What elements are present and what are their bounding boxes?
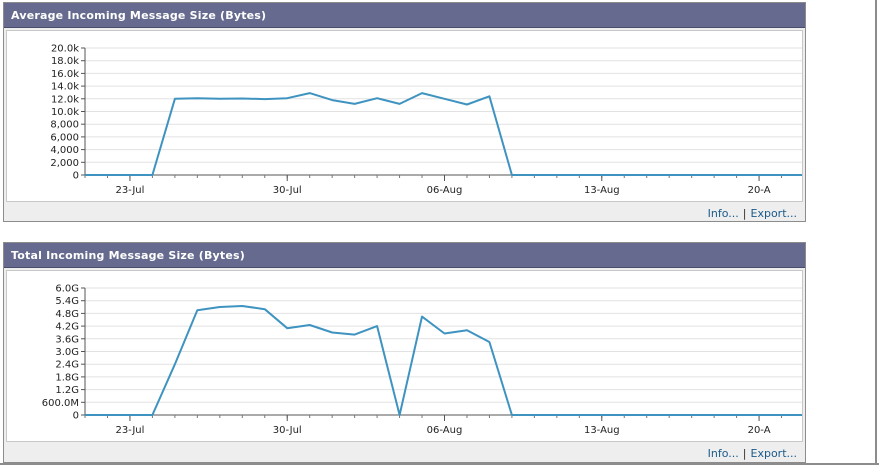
y-tick-label: 1.2G xyxy=(55,385,79,396)
panel-title: Total Incoming Message Size (Bytes) xyxy=(4,243,805,268)
y-tick-label: 4.8G xyxy=(55,309,79,320)
y-tick-label: 16.0k xyxy=(51,69,79,80)
x-tick-label: 06-Aug xyxy=(427,425,463,436)
window-right-border xyxy=(875,0,877,465)
y-tick-label: 10.0k xyxy=(51,107,79,118)
series-line xyxy=(85,305,802,416)
chart-links: Info... | Export... xyxy=(708,207,797,220)
export-link[interactable]: Export... xyxy=(750,207,798,220)
series-line xyxy=(85,92,802,176)
x-tick-label: 30-Jul xyxy=(273,425,302,436)
y-tick-label: 8,000 xyxy=(50,120,79,131)
y-tick-label: 1.8G xyxy=(55,372,79,383)
y-tick-label: 5.4G xyxy=(55,296,79,307)
y-tick-label: 14.0k xyxy=(51,82,79,93)
y-tick-label: 18.0k xyxy=(51,56,79,67)
x-tick-label: 06-Aug xyxy=(427,185,463,196)
y-tick-label: 4,000 xyxy=(50,145,79,156)
avg-message-size-panel: Average Incoming Message Size (Bytes) 0 2… xyxy=(3,2,806,222)
y-tick-label: 600.0M xyxy=(42,398,79,409)
y-tick-label: 0 xyxy=(73,171,79,182)
x-tick-label: 20-A xyxy=(748,185,771,196)
chart-svg: 0 600.0M 1.2G 1.8G2.4G 3.0G 3.6G4.2G 4.8G 5.4G6… xyxy=(42,284,802,436)
chart-links: Info... | Export... xyxy=(708,447,797,460)
y-tick-label: 6,000 xyxy=(50,132,79,143)
panel-title: Average Incoming Message Size (Bytes) xyxy=(4,3,805,28)
x-tick-label: 30-Jul xyxy=(273,185,302,196)
y-tick-label: 0 xyxy=(73,411,79,422)
y-tick-label: 20.0k xyxy=(51,44,79,55)
x-tick-label: 23-Jul xyxy=(115,185,144,196)
y-tick-label: 3.6G xyxy=(55,334,79,345)
total-message-size-chart: 0 600.0M 1.2G 1.8G 2.4G 3.0G 3.6G 4.2G 4.8G 5.4G 6… xyxy=(6,270,803,442)
link-separator: | xyxy=(742,447,747,460)
y-tick-label: 2,000 xyxy=(50,158,79,169)
x-tick-label: 13-Aug xyxy=(584,185,620,196)
link-separator: | xyxy=(742,207,747,220)
x-tick-label: 20-A xyxy=(748,425,771,436)
y-tick-label: 12.0k xyxy=(51,94,79,105)
y-tick-label: 3.0G xyxy=(55,347,79,358)
total-message-size-panel: Total Incoming Message Size (Bytes) 0 600… xyxy=(3,242,806,463)
y-tick-label: 2.4G xyxy=(55,360,79,371)
y-tick-label: 4.2G xyxy=(55,322,79,333)
info-link[interactable]: Info... xyxy=(707,207,739,220)
window-bottom-border xyxy=(0,463,879,465)
y-tick-label: 6.0G xyxy=(55,284,79,295)
export-link[interactable]: Export... xyxy=(750,447,798,460)
avg-message-size-chart: 0 2,000 4,000 6,000 8,000 10.0k 12.0k 14.0k 16.0… xyxy=(6,30,803,202)
x-tick-label: 13-Aug xyxy=(584,425,620,436)
info-link[interactable]: Info... xyxy=(707,447,739,460)
x-tick-label: 23-Jul xyxy=(115,425,144,436)
